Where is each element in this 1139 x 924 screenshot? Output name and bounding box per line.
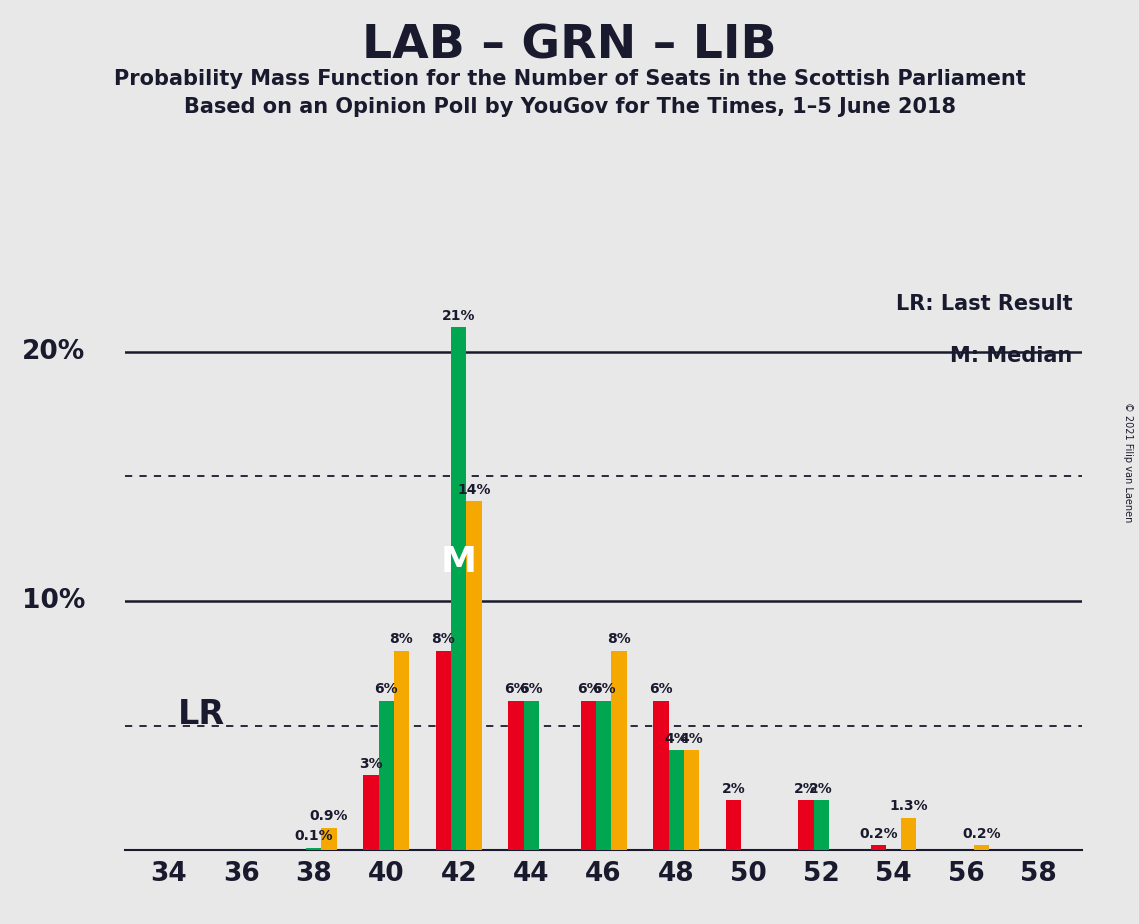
Text: 21%: 21%	[442, 309, 475, 322]
Text: 0.9%: 0.9%	[310, 809, 349, 823]
Bar	[596, 700, 612, 850]
Text: 8%: 8%	[607, 632, 631, 646]
Bar	[436, 650, 451, 850]
Text: 8%: 8%	[390, 632, 413, 646]
Bar	[654, 700, 669, 850]
Bar	[306, 847, 321, 850]
Text: 6%: 6%	[505, 682, 527, 696]
Bar	[813, 800, 829, 850]
Bar	[394, 650, 409, 850]
Text: LR: Last Result: LR: Last Result	[896, 295, 1073, 314]
Text: M: M	[441, 545, 477, 579]
Bar	[901, 818, 917, 850]
Text: 6%: 6%	[375, 682, 398, 696]
Bar	[798, 800, 813, 850]
Bar	[321, 828, 337, 850]
Bar	[451, 327, 466, 850]
Text: 8%: 8%	[432, 632, 456, 646]
Text: 3%: 3%	[359, 757, 383, 771]
Bar	[612, 650, 626, 850]
Text: 0.2%: 0.2%	[859, 827, 898, 841]
Text: 0.2%: 0.2%	[962, 827, 1001, 841]
Text: 20%: 20%	[22, 339, 85, 365]
Text: LAB – GRN – LIB: LAB – GRN – LIB	[362, 23, 777, 68]
Text: 1.3%: 1.3%	[890, 799, 928, 813]
Text: 10%: 10%	[22, 588, 85, 614]
Bar	[726, 800, 741, 850]
Text: 2%: 2%	[809, 782, 833, 796]
Bar	[870, 845, 886, 850]
Text: 2%: 2%	[794, 782, 818, 796]
Text: 2%: 2%	[721, 782, 745, 796]
Bar	[378, 700, 394, 850]
Bar	[683, 750, 699, 850]
Text: 14%: 14%	[457, 483, 491, 497]
Text: © 2021 Filip van Laenen: © 2021 Filip van Laenen	[1123, 402, 1133, 522]
Text: 6%: 6%	[576, 682, 600, 696]
Text: 4%: 4%	[664, 732, 688, 746]
Text: M: Median: M: Median	[950, 346, 1073, 366]
Bar	[466, 502, 482, 850]
Bar	[508, 700, 524, 850]
Text: 4%: 4%	[680, 732, 703, 746]
Bar	[524, 700, 539, 850]
Text: 0.1%: 0.1%	[294, 829, 333, 843]
Text: 6%: 6%	[519, 682, 543, 696]
Text: 6%: 6%	[592, 682, 615, 696]
Text: 6%: 6%	[649, 682, 673, 696]
Text: Based on an Opinion Poll by YouGov for The Times, 1–5 June 2018: Based on an Opinion Poll by YouGov for T…	[183, 97, 956, 117]
Bar	[974, 845, 989, 850]
Text: Probability Mass Function for the Number of Seats in the Scottish Parliament: Probability Mass Function for the Number…	[114, 69, 1025, 90]
Bar	[363, 775, 378, 850]
Bar	[669, 750, 683, 850]
Bar	[581, 700, 596, 850]
Text: LR: LR	[178, 698, 226, 731]
